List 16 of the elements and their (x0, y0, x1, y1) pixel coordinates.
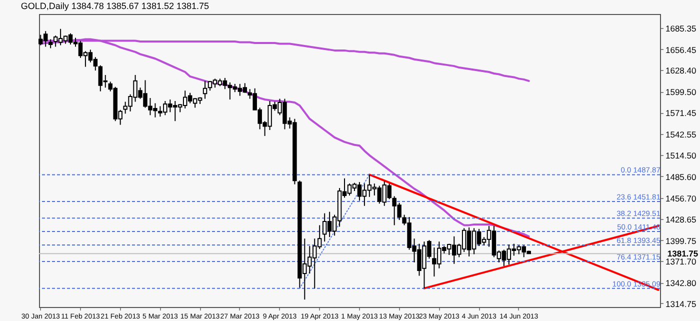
y-tick-label: 1456.70 (666, 193, 696, 204)
y-tick-label: 1599.50 (666, 87, 696, 98)
ref-line-label: 1381.75 (667, 248, 698, 259)
y-tick-label: 1628.40 (666, 66, 696, 76)
y-tick-label: 1314.75 (666, 298, 696, 309)
y-tick-label: 1571.45 (666, 108, 696, 118)
y-tick-label: 1399.75 (666, 236, 696, 246)
y-tick-label: 1685.35 (666, 23, 696, 34)
y-tick-label: 1371.70 (666, 256, 696, 267)
chart-title: GOLD,Daily 1384.78 1385.67 1381.52 1381.75 (20, 1, 210, 11)
y-tick-label: 1656.45 (666, 44, 696, 55)
y-tick-label: 1514.50 (666, 150, 696, 160)
y-tick-label: 1342.80 (666, 278, 696, 288)
y-tick-label: 1485.60 (666, 172, 696, 182)
y-tick-label: 1542.55 (666, 130, 696, 140)
y-tick-label: 1428.65 (666, 214, 696, 224)
